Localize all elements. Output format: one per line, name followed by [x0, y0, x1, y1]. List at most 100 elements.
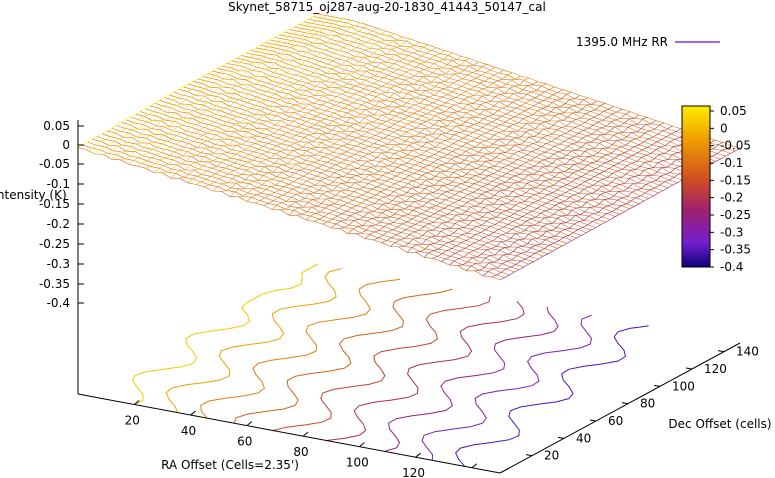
colorbar-tick-label: -0.3 — [720, 225, 743, 239]
surface-line-ra — [221, 56, 462, 192]
surface-line-dec — [125, 119, 549, 255]
colorbar: 0.05 0 -0.05 -0.1 -0.15 -0.2 -0.25 -0.3 -0.35 -0.… — [681, 104, 751, 274]
legend: 1395.0 MHz RR — [576, 35, 720, 49]
z-tick-label: 0.05 — [43, 119, 70, 133]
surface-line-ra — [432, 125, 673, 259]
y-tick-label: 40 — [576, 431, 591, 445]
base-axes — [77, 120, 741, 474]
contour-line — [233, 288, 453, 424]
contour-line — [165, 268, 342, 413]
surface-line-ra — [86, 15, 327, 150]
surface-line-ra — [136, 27, 378, 167]
z-tick-label: -0.3 — [47, 257, 70, 271]
surface-line-dec — [212, 70, 635, 207]
x-tick-label: 100 — [346, 456, 369, 470]
surface-line-ra — [187, 44, 428, 184]
colorbar-tick-label: -0.1 — [720, 156, 743, 170]
surface-line-ra — [322, 89, 563, 225]
colorbar-tick-label: -0.2 — [720, 191, 743, 205]
x-tick-mark — [471, 463, 478, 469]
contour-line — [454, 325, 649, 467]
legend-label: 1395.0 MHz RR — [576, 35, 668, 49]
surface-line-ra — [128, 24, 369, 165]
colorbar-tick-label: -0.15 — [720, 173, 751, 187]
contour-line — [272, 296, 491, 431]
surface-line-ra — [280, 75, 521, 211]
surface-line-ra — [153, 33, 395, 173]
ra-axis — [77, 393, 501, 474]
surface-line-ra — [339, 95, 580, 229]
surface-line-dec — [313, 16, 736, 152]
surface-line-ra — [103, 18, 344, 155]
x-tick-label: 120 — [402, 466, 425, 478]
surface-line-ra — [145, 30, 386, 169]
x-tick-mark — [415, 452, 421, 458]
z-tick-label: 0 — [62, 138, 70, 152]
contour-line — [200, 278, 401, 419]
y-tick-label: 80 — [640, 397, 655, 411]
x-tick-mark — [190, 410, 196, 416]
surface-line-ra — [196, 47, 437, 185]
colorbar-ticks: 0.05 0 -0.05 -0.1 -0.15 -0.2 -0.25 -0.3 -0.35 -0.… — [710, 104, 751, 274]
x-tick-label: 140 — [458, 477, 481, 478]
surface-line-ra — [162, 36, 403, 173]
surface-line-ra — [288, 77, 530, 216]
contour-line — [326, 300, 525, 441]
y-tick-label: 60 — [608, 414, 623, 428]
surface-line-ra — [465, 136, 707, 272]
surface-line-ra — [415, 120, 656, 253]
surface-line-ra — [120, 22, 361, 160]
y-tick-label: 140 — [736, 345, 759, 359]
surface-line-ra — [179, 42, 420, 179]
z-tick-label: -0.35 — [39, 277, 70, 291]
surface-line-ra — [440, 128, 682, 262]
surface-line-ra — [246, 64, 487, 202]
y-tick-label: 20 — [544, 449, 559, 463]
surface-line-ra — [457, 134, 698, 266]
surface-line-dec — [197, 78, 621, 215]
y-tick-mark — [717, 350, 725, 353]
surface-line-dec — [178, 89, 601, 225]
surface-line-ra — [212, 52, 454, 192]
surface-line-dec — [111, 127, 534, 262]
y-tick-mark — [685, 367, 693, 370]
z-tick-label: -0.25 — [39, 237, 70, 251]
x-tick-mark — [246, 421, 253, 426]
surface-line-ra — [111, 20, 352, 160]
y-tick-mark — [621, 402, 629, 405]
surface-line-ra — [398, 114, 639, 248]
x-axis-ticks: 20 40 60 80 100 120 140 — [125, 400, 481, 478]
y-tick-mark — [589, 419, 597, 422]
y-tick-label: 100 — [672, 379, 695, 393]
x-tick-mark — [302, 431, 309, 437]
x-tick-label: 40 — [181, 424, 196, 438]
surface-line-dec — [274, 37, 697, 173]
z-tick-label: -0.15 — [39, 197, 70, 211]
z-tick-label: -0.4 — [47, 296, 70, 310]
surface-line-ra — [373, 106, 614, 241]
surface-line-ra — [347, 97, 589, 235]
surface-line-ra — [331, 91, 572, 229]
contour-line — [421, 314, 593, 461]
x-tick-label: 80 — [293, 445, 308, 459]
surface-line-ra — [381, 108, 622, 243]
surface-line-ra — [271, 72, 513, 210]
surface-line-ra — [263, 69, 504, 206]
x-tick-label: 60 — [237, 435, 252, 449]
surface-line-ra — [238, 61, 479, 197]
surface-line-dec — [188, 83, 611, 220]
chart-title: Skynet_58715_oj287-aug-20-1830_41443_501… — [228, 0, 546, 14]
y-tick-label: 120 — [704, 362, 727, 376]
surface-line-ra — [356, 100, 597, 234]
surface-line-ra — [305, 83, 547, 221]
surface-line-ra — [314, 86, 555, 222]
y-tick-mark — [557, 436, 565, 439]
surface-mesh — [77, 13, 741, 281]
z-axis-label: Intensity (K) — [0, 188, 67, 202]
contour-line — [384, 306, 559, 452]
surface-line-dec — [183, 86, 606, 223]
z-axis-ticks: 0.05 0 -0.05 -0.1 -0.15 -0.2 -0.25 -0.3 -0.35 -0.… — [39, 119, 84, 310]
surface-line-ra — [449, 131, 690, 266]
surface-line-dec — [116, 125, 539, 260]
